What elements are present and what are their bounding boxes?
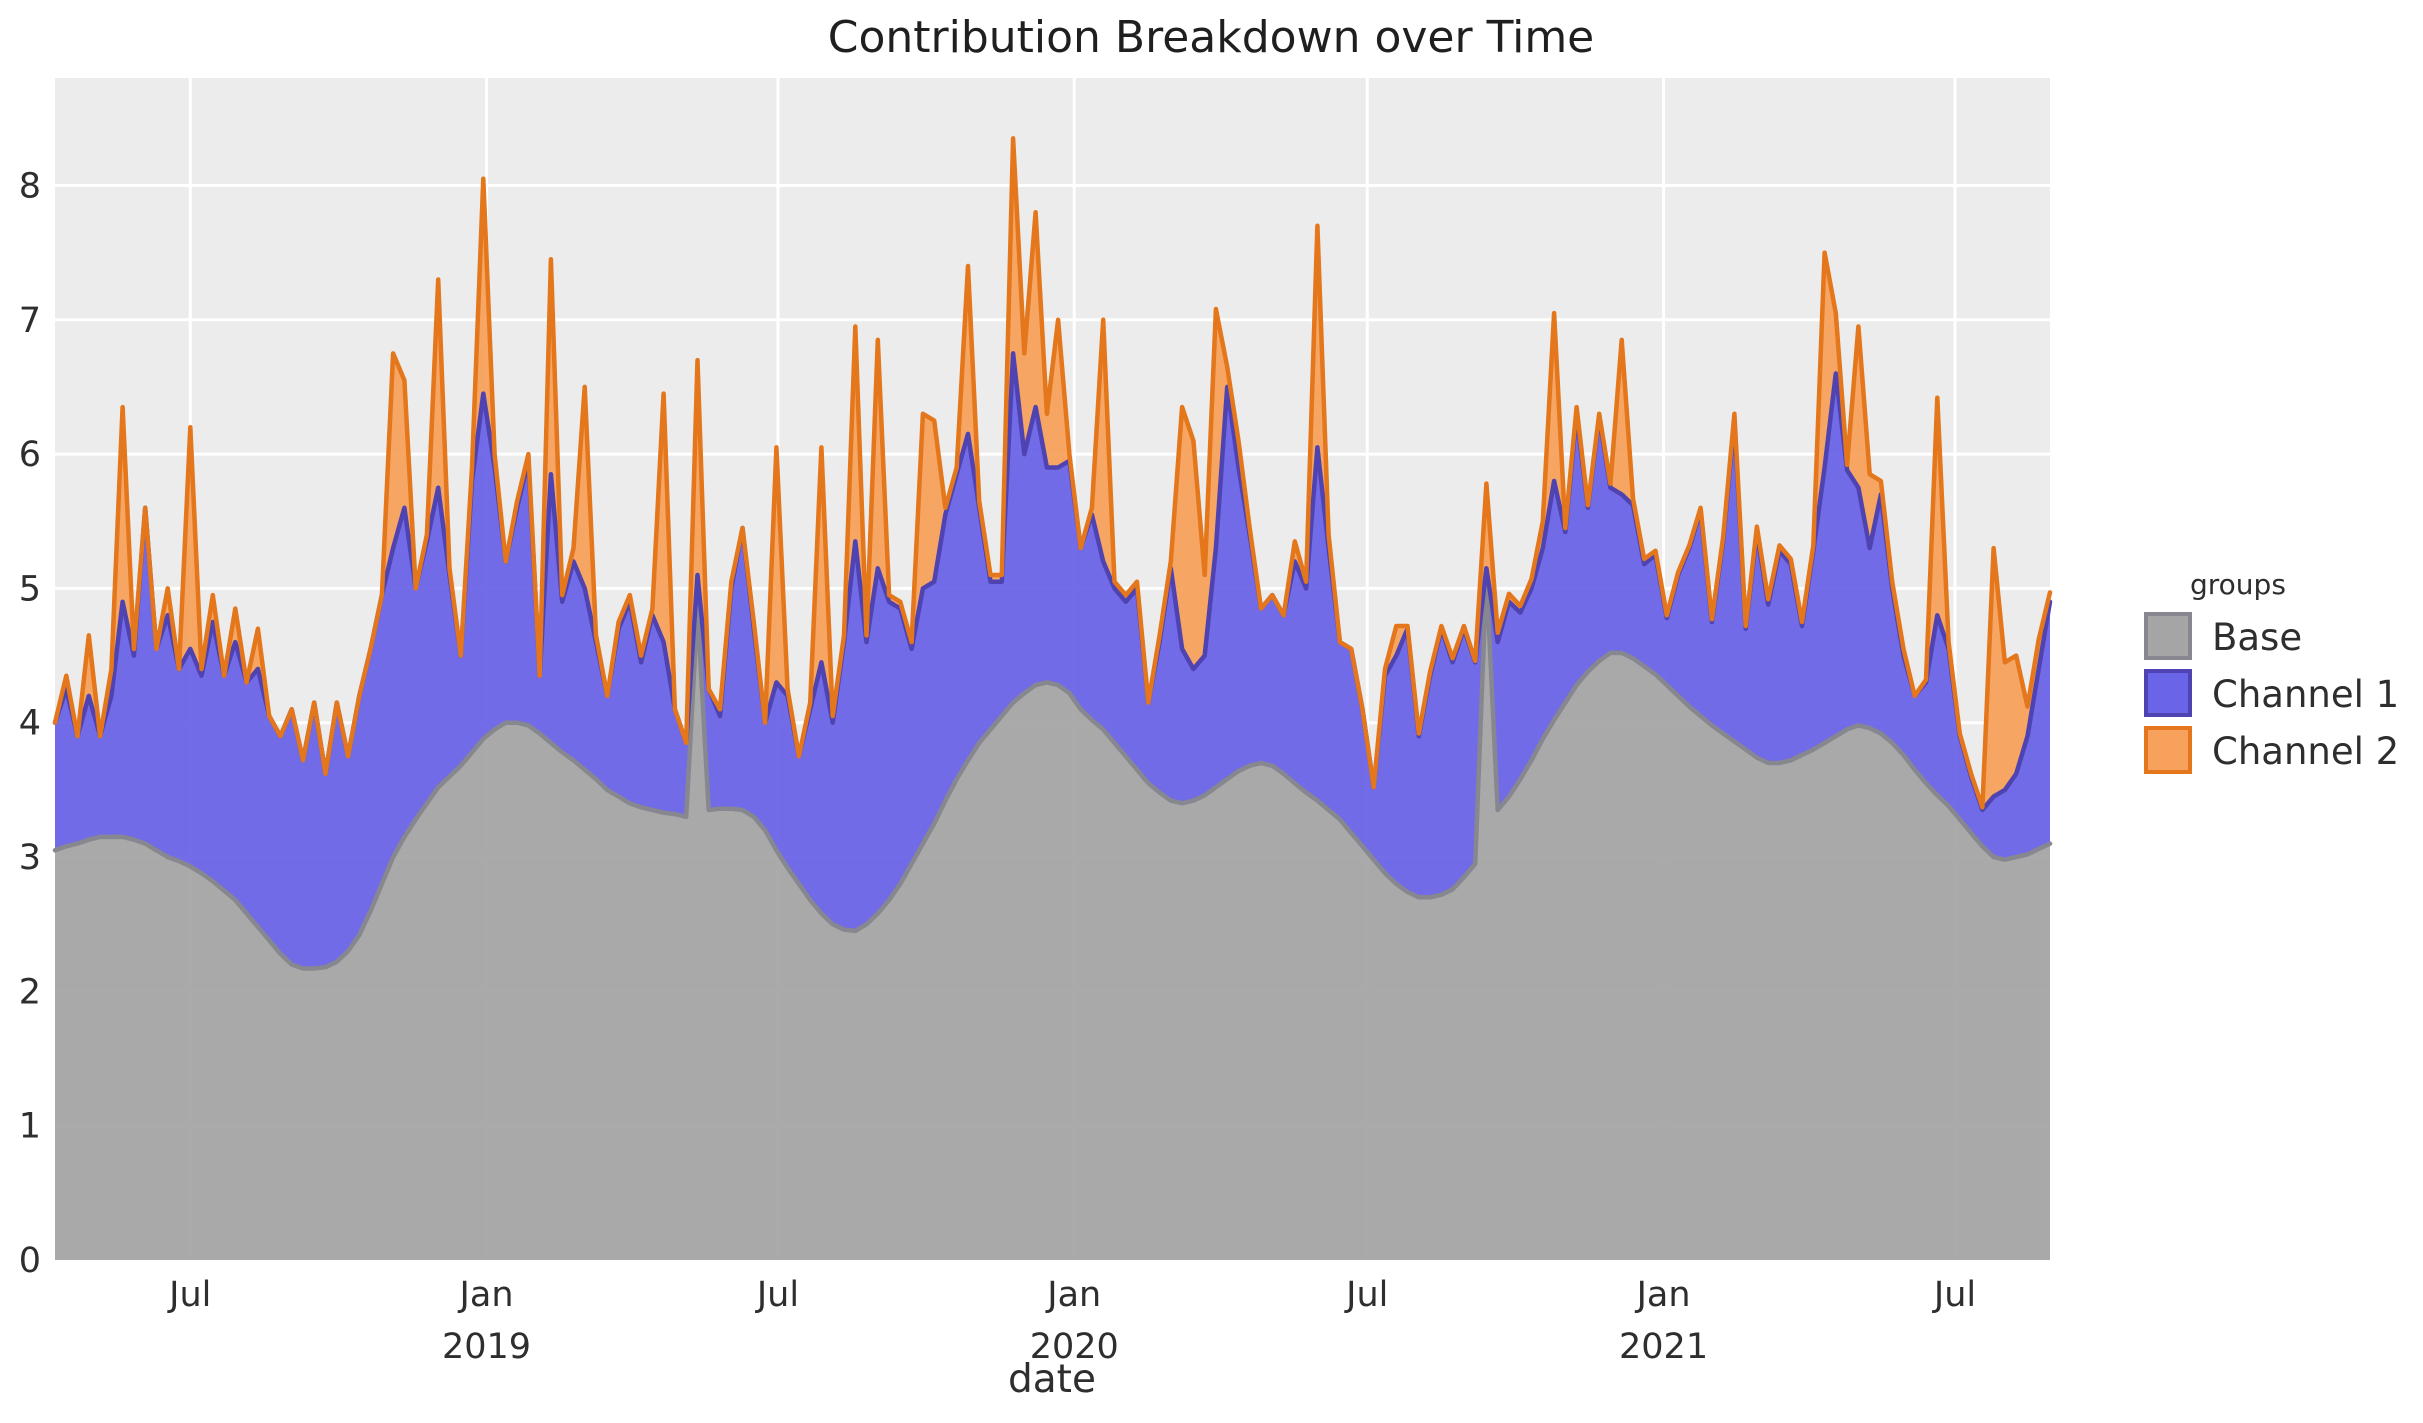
line-channel-2-top bbox=[52, 136, 2053, 810]
x-tick-year-label: 2021 bbox=[1619, 1327, 1708, 1367]
line-base-top bbox=[52, 572, 2053, 971]
legend-entry-base: Base bbox=[2144, 612, 2302, 660]
y-tick-label: 0 bbox=[19, 1241, 41, 1281]
x-tick-label: Jan bbox=[1045, 1275, 1101, 1315]
x-tick-label: Jul bbox=[1344, 1275, 1388, 1315]
channel-2-swatch bbox=[2144, 726, 2192, 774]
y-tick-label: 8 bbox=[19, 166, 41, 206]
y-tick-label: 5 bbox=[19, 569, 41, 609]
x-axis-label: date bbox=[1008, 1357, 1096, 1402]
x-tick-label: Jul bbox=[1932, 1275, 1976, 1315]
y-tick-label: 2 bbox=[19, 972, 41, 1012]
base-swatch bbox=[2144, 612, 2192, 660]
y-tick-label: 7 bbox=[19, 301, 41, 341]
y-tick-label: 4 bbox=[19, 704, 41, 744]
y-tick-label: 6 bbox=[19, 435, 41, 475]
y-tick-label: 1 bbox=[19, 1107, 41, 1147]
legend-label-base: Base bbox=[2212, 616, 2302, 659]
x-tick-year-label: 2019 bbox=[442, 1327, 531, 1367]
channel-1-swatch bbox=[2144, 669, 2192, 717]
x-tick-year-label: 2020 bbox=[1030, 1327, 1119, 1367]
legend-entry-channel-1: Channel 1 bbox=[2144, 669, 2399, 717]
x-tick-label: Jul bbox=[167, 1275, 211, 1315]
legend-label-channel-1: Channel 1 bbox=[2212, 673, 2399, 716]
stacked-areas bbox=[52, 136, 2053, 1260]
legend-entry-channel-2: Channel 2 bbox=[2144, 726, 2399, 774]
x-tick-label: Jan bbox=[458, 1275, 514, 1315]
legend-label-channel-2: Channel 2 bbox=[2212, 730, 2399, 773]
y-axis-ticks: 0 1 2 3 4 5 6 7 8 bbox=[19, 166, 41, 1281]
x-axis-ticks: Jul Jan 2019 Jul Jan 2020 Jul Jan 2021 Jul bbox=[167, 1275, 1976, 1367]
x-tick-label: Jan bbox=[1635, 1275, 1691, 1315]
chart-title: Contribution Breakdown over Time bbox=[828, 12, 1595, 63]
y-tick-label: 3 bbox=[19, 838, 41, 878]
legend: groups Base Channel 1 Channel 2 bbox=[2144, 568, 2399, 774]
legend-title: groups bbox=[2190, 568, 2286, 601]
x-tick-label: Jul bbox=[755, 1275, 799, 1315]
